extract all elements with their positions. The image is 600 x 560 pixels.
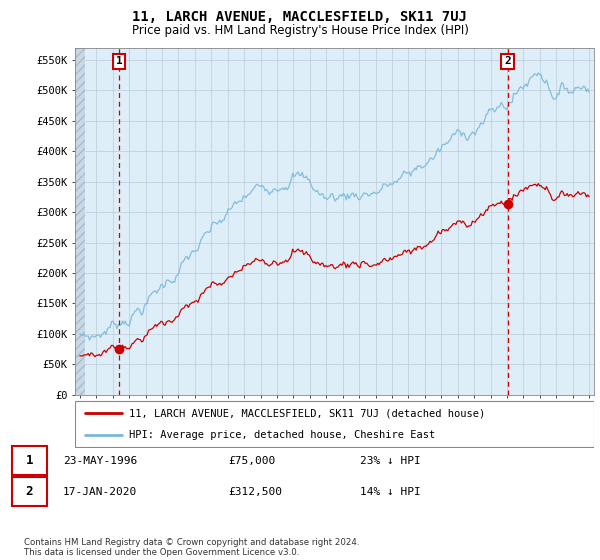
Text: Contains HM Land Registry data © Crown copyright and database right 2024.
This d: Contains HM Land Registry data © Crown c… (24, 538, 359, 557)
Text: 14% ↓ HPI: 14% ↓ HPI (360, 487, 421, 497)
Text: 23% ↓ HPI: 23% ↓ HPI (360, 456, 421, 466)
Text: 11, LARCH AVENUE, MACCLESFIELD, SK11 7UJ (detached house): 11, LARCH AVENUE, MACCLESFIELD, SK11 7UJ… (130, 408, 486, 418)
Bar (75, 48, 85, 395)
Text: £75,000: £75,000 (228, 456, 275, 466)
Text: 11, LARCH AVENUE, MACCLESFIELD, SK11 7UJ: 11, LARCH AVENUE, MACCLESFIELD, SK11 7UJ (133, 10, 467, 24)
Text: 23-MAY-1996: 23-MAY-1996 (63, 456, 137, 466)
Text: 2: 2 (504, 57, 511, 67)
Text: 1: 1 (26, 454, 33, 468)
Text: 1: 1 (116, 57, 122, 67)
Text: 2: 2 (26, 485, 33, 498)
Text: Price paid vs. HM Land Registry's House Price Index (HPI): Price paid vs. HM Land Registry's House … (131, 24, 469, 36)
FancyBboxPatch shape (75, 402, 594, 447)
Text: £312,500: £312,500 (228, 487, 282, 497)
Text: 17-JAN-2020: 17-JAN-2020 (63, 487, 137, 497)
Text: HPI: Average price, detached house, Cheshire East: HPI: Average price, detached house, Ches… (130, 430, 436, 440)
